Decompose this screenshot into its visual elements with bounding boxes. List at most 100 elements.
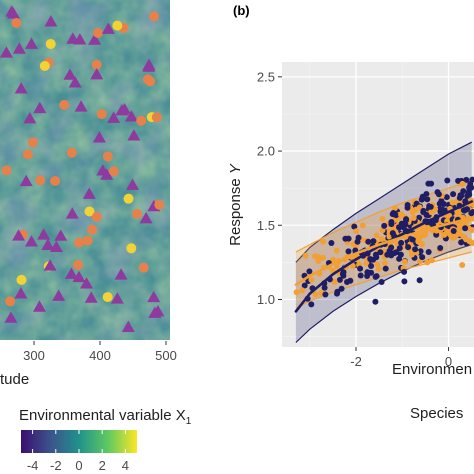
- sample-markers: [0, 5, 165, 333]
- scatter-point: [401, 268, 408, 275]
- circle-marker-yellow: [112, 20, 123, 31]
- scatter-point: [345, 248, 352, 255]
- legend-tick-label: -4: [27, 458, 39, 473]
- triangle-marker: [90, 67, 104, 80]
- scatter-point: [405, 244, 412, 251]
- scatter-point: [433, 227, 440, 234]
- triangle-marker: [80, 277, 94, 289]
- circle-marker: [59, 99, 70, 110]
- scatter-point: [416, 277, 423, 284]
- x-axis-a: 300 400 500: [23, 341, 177, 363]
- legend-title-main: Environmental variable X: [19, 407, 186, 424]
- triangle-marker: [124, 110, 138, 122]
- triangle-marker: [126, 178, 140, 190]
- triangle-marker: [114, 268, 128, 280]
- x-tick-label-b: 0: [445, 354, 452, 369]
- scatter-point: [375, 265, 382, 272]
- scatter-point: [365, 238, 372, 245]
- scatter-point: [312, 291, 319, 298]
- circle-marker: [35, 175, 46, 186]
- scatter-point: [459, 262, 466, 268]
- circle-marker: [91, 59, 102, 70]
- circle-marker: [27, 137, 38, 148]
- triangle-marker: [6, 7, 20, 19]
- triangle-marker: [33, 101, 47, 114]
- triangle-marker: [23, 112, 37, 124]
- triangle-marker: [92, 131, 106, 143]
- scatter-point: [462, 236, 469, 243]
- triangle-marker: [107, 111, 121, 123]
- scatter-point: [449, 234, 456, 241]
- triangle-marker: [151, 304, 165, 317]
- circle-marker: [74, 237, 85, 248]
- scatter-point: [466, 185, 473, 192]
- triangle-marker: [12, 42, 26, 54]
- scatter-point: [330, 256, 337, 263]
- scatter-point: [340, 269, 347, 276]
- scatter-point: [408, 251, 415, 258]
- scatter-point: [328, 240, 335, 246]
- triangle-marker: [66, 32, 80, 44]
- y-tick-label-b: 1.5: [257, 218, 275, 233]
- scatter-point: [334, 263, 340, 270]
- scatter-point: [423, 212, 430, 218]
- scatter-point: [455, 177, 462, 184]
- triangle-marker: [43, 259, 57, 271]
- scatter-point: [437, 245, 444, 251]
- triangle-marker: [118, 102, 132, 115]
- triangle-marker: [68, 76, 82, 88]
- triangle-marker: [110, 292, 124, 304]
- circle-marker: [136, 115, 147, 126]
- triangle-marker: [88, 33, 102, 45]
- scatter-point: [357, 265, 364, 272]
- triangle-marker: [14, 82, 28, 94]
- scatter-point: [458, 239, 465, 246]
- circle-marker: [1, 165, 12, 176]
- triangle-marker: [41, 238, 55, 251]
- panel-label-b: (b): [233, 3, 250, 18]
- x-axis-title-a: tude: [0, 371, 29, 388]
- scatter-point: [443, 194, 450, 201]
- legend-a: Environmental variable X1 -4 -2 0 2 4: [19, 407, 192, 473]
- scatter-point: [367, 256, 374, 262]
- scatter-point: [306, 268, 313, 275]
- scatter-point: [322, 291, 329, 298]
- scatter-point: [338, 285, 345, 292]
- scatter-point: [386, 248, 393, 254]
- scatter-point: [390, 210, 397, 216]
- scatter-point: [368, 263, 375, 269]
- circle-marker: [82, 235, 93, 246]
- triangle-marker: [63, 68, 77, 80]
- circle-marker-yellow: [16, 274, 27, 285]
- scatter-point: [463, 176, 470, 183]
- scatter-point: [398, 211, 404, 218]
- triangle-marker: [64, 267, 78, 279]
- band-edge-line: [295, 180, 472, 253]
- scatter-point: [441, 231, 448, 238]
- circle-marker-yellow: [45, 38, 56, 49]
- scatter-point: [397, 251, 404, 258]
- circle-marker: [149, 11, 160, 22]
- scatter-point: [373, 232, 380, 239]
- scatter-point: [302, 252, 309, 259]
- scatter-point: [466, 191, 473, 198]
- circle-marker-yellow: [123, 193, 134, 204]
- scatter-point: [345, 235, 352, 242]
- triangle-marker: [139, 211, 153, 224]
- scatter-point: [456, 194, 463, 201]
- scatter-point: [450, 191, 457, 198]
- circle-marker: [5, 296, 16, 307]
- scatter-point: [416, 214, 423, 221]
- x-tick-label-b: -2: [350, 354, 362, 369]
- scatter-point: [469, 209, 474, 215]
- scatter-point: [460, 188, 467, 195]
- band-edge-line: [295, 141, 472, 263]
- circle-marker: [96, 109, 107, 120]
- triangle-marker: [121, 320, 135, 333]
- scatter-point: [401, 278, 408, 285]
- scatter-point: [389, 230, 396, 237]
- triangle-marker: [74, 100, 88, 112]
- circle-marker-yellow: [102, 292, 113, 303]
- triangle-marker: [4, 311, 18, 323]
- triangle-marker: [44, 15, 58, 27]
